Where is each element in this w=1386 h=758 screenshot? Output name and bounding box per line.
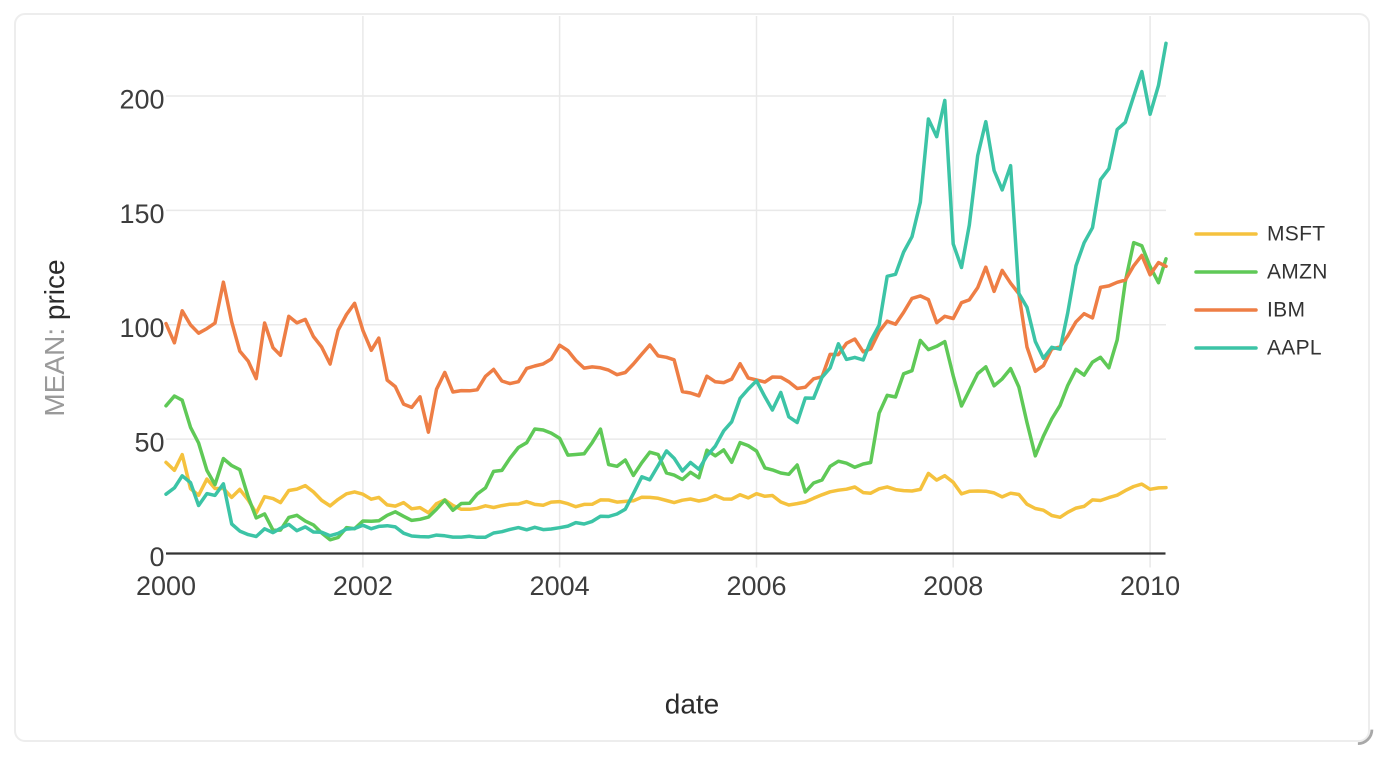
svg-text:2008: 2008 [923,571,983,601]
svg-text:AMZN: AMZN [1267,261,1328,284]
svg-text:200: 200 [119,85,164,115]
svg-text:AAPL: AAPL [1267,337,1322,360]
svg-text:2010: 2010 [1120,571,1180,601]
svg-text:2000: 2000 [136,571,196,601]
svg-text:0: 0 [149,542,164,572]
svg-text:2006: 2006 [726,571,786,601]
svg-text:2002: 2002 [333,571,393,601]
svg-text:IBM: IBM [1267,299,1305,322]
svg-text:50: 50 [134,428,164,458]
svg-text:date: date [665,689,720,720]
svg-text:150: 150 [119,199,164,229]
svg-text:100: 100 [119,313,164,343]
svg-text:2004: 2004 [530,571,590,601]
svg-text:MSFT: MSFT [1267,223,1325,246]
svg-text:MEAN: price: MEAN: price [39,259,70,416]
